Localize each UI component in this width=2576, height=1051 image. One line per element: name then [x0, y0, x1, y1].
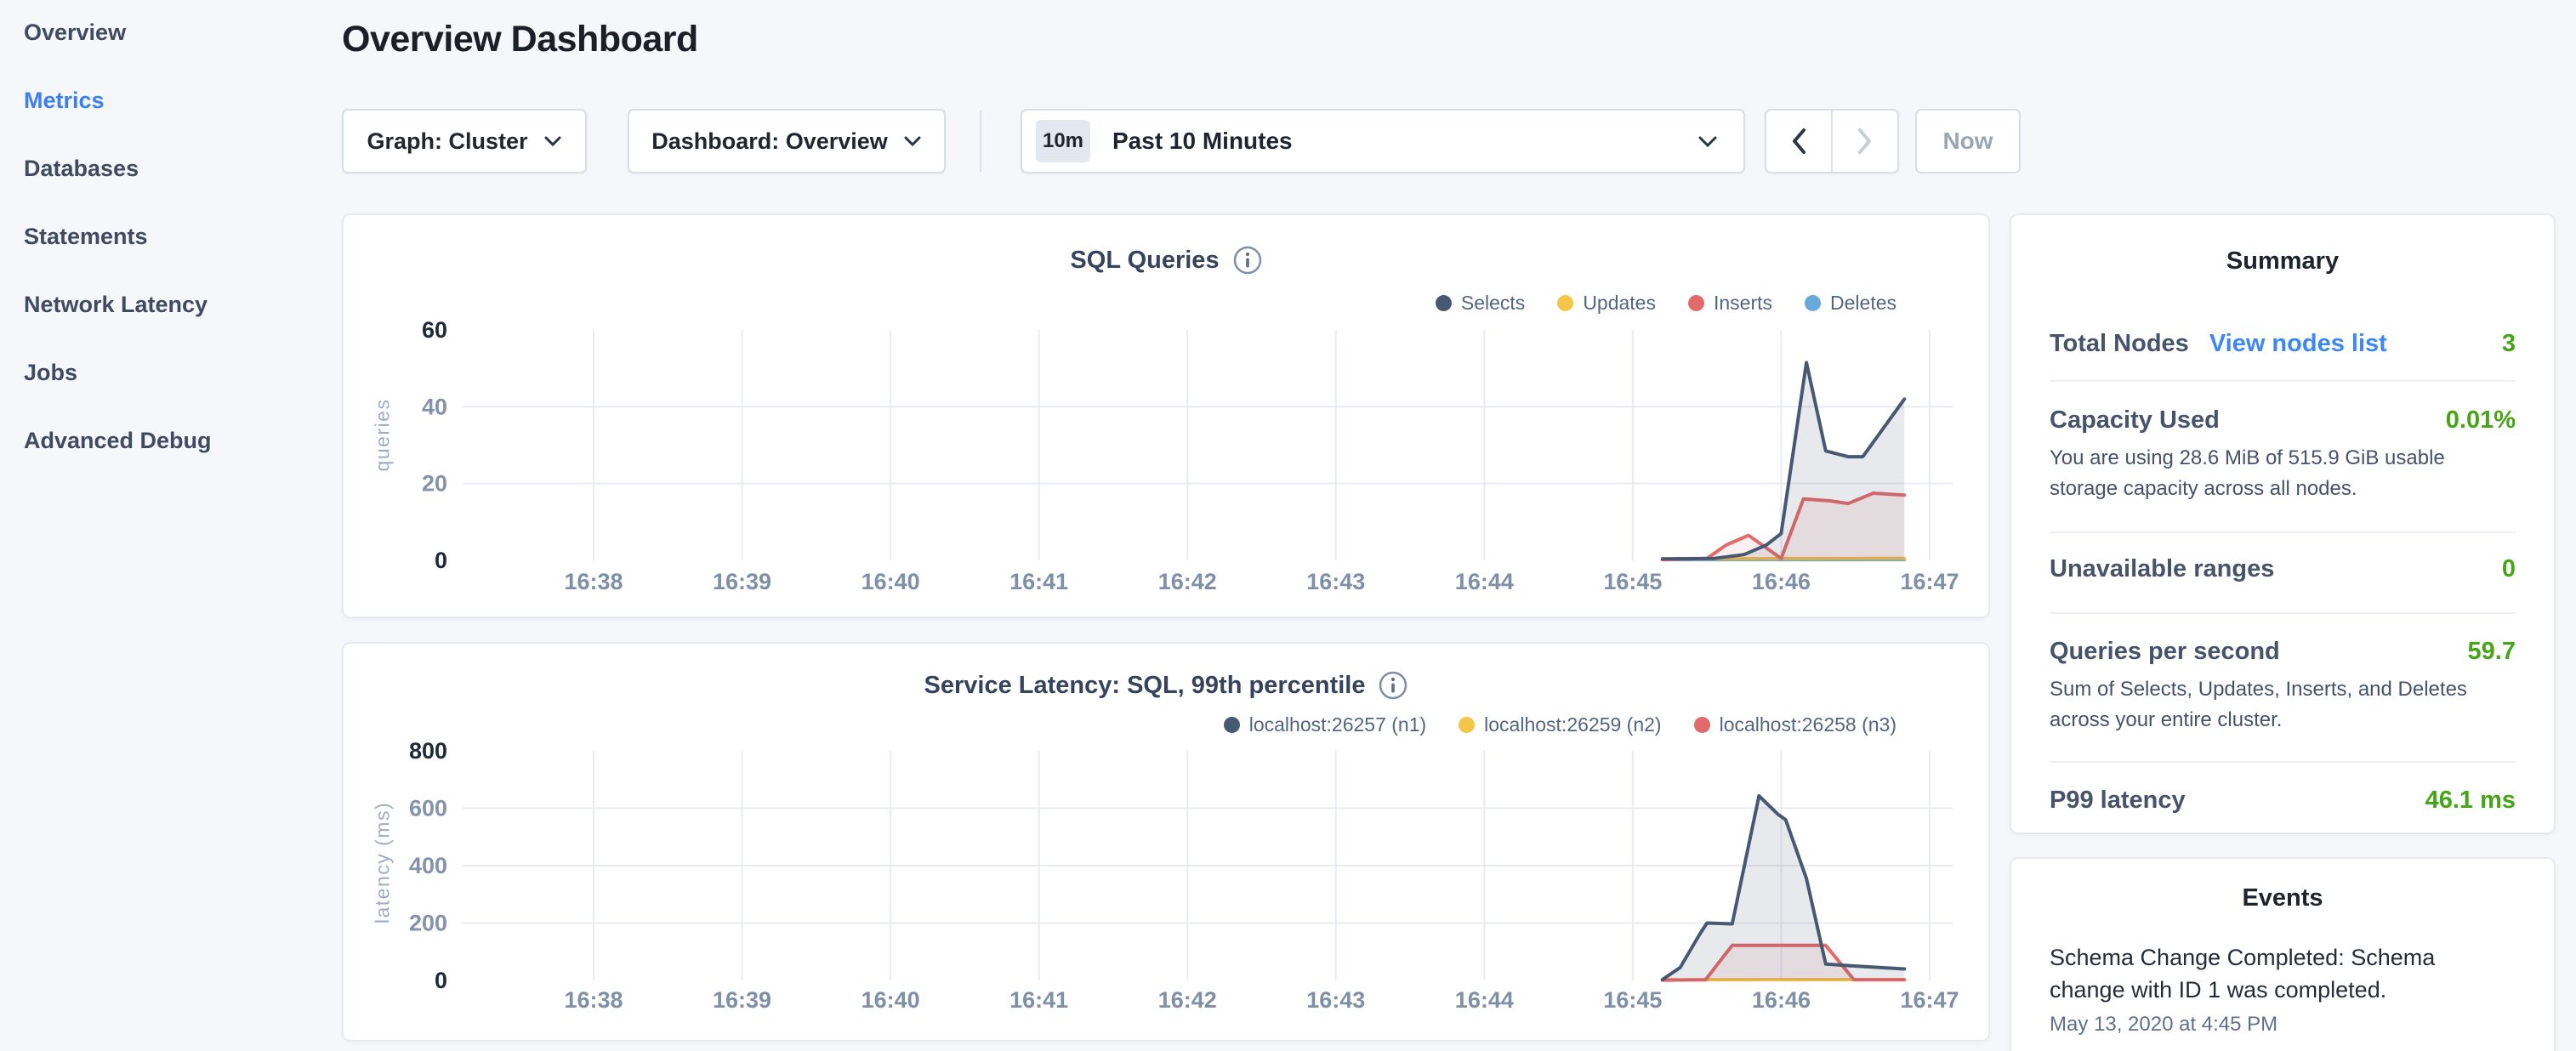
svg-text:16:44: 16:44 [1455, 987, 1514, 1013]
svg-text:800: 800 [409, 738, 447, 764]
event-item: Schema Change Completed: Schema change w… [2011, 941, 2554, 1037]
summary-row-value: 46.1 ms [2425, 787, 2516, 815]
time-range-label: Past 10 Minutes [1112, 128, 1293, 155]
sidebar-item-metrics[interactable]: Metrics [24, 88, 340, 156]
svg-text:16:47: 16:47 [1900, 569, 1959, 594]
svg-text:16:41: 16:41 [1009, 987, 1068, 1013]
sidebar-item-advanced-debug[interactable]: Advanced Debug [24, 428, 340, 496]
summary-row-label: Total Nodes [2050, 330, 2189, 358]
sql-queries-chart-card: SQL Queries SelectsUpdatesInsertsDeletes… [342, 213, 1990, 618]
svg-text:16:46: 16:46 [1752, 987, 1811, 1013]
toolbar-divider [980, 111, 981, 172]
summary-row-qps: Queries per second 59.7 Sum of Selects, … [2050, 614, 2516, 763]
time-range-selector[interactable]: 10m Past 10 Minutes [1021, 109, 1745, 173]
svg-text:16:47: 16:47 [1900, 987, 1959, 1013]
svg-text:16:39: 16:39 [713, 987, 771, 1013]
chart-plot: 16:38 16:39 16:40 16:41 16:42 16:43 16:44 16:45… [344, 644, 1992, 1043]
svg-text:16:43: 16:43 [1306, 569, 1365, 594]
event-timestamp: May 13, 2020 at 4:45 PM [2050, 1013, 2516, 1037]
svg-text:0: 0 [435, 548, 447, 573]
summary-row-p99: P99 latency 46.1 ms [2050, 763, 2516, 815]
time-range-badge: 10m [1036, 120, 1090, 162]
sidebar-item-network-latency[interactable]: Network Latency [24, 292, 340, 360]
chart-plot: 16:38 16:39 16:40 16:41 16:42 16:43 16:44 16:45… [344, 215, 1992, 620]
event-text: Schema Change Completed: Schema change w… [2050, 941, 2516, 1006]
svg-text:16:42: 16:42 [1158, 569, 1217, 594]
svg-text:200: 200 [409, 911, 447, 936]
svg-text:16:46: 16:46 [1752, 569, 1811, 594]
sidebar-item-jobs[interactable]: Jobs [24, 360, 340, 428]
chevron-down-icon [543, 135, 562, 147]
service-latency-chart-card: Service Latency: SQL, 99th percentile lo… [342, 642, 1990, 1042]
summary-row-description: You are using 28.6 MiB of 515.9 GiB usab… [2050, 443, 2516, 504]
summary-row-unavailable-ranges: Unavailable ranges 0 [2050, 533, 2516, 614]
summary-row-value: 3 [2502, 330, 2516, 358]
svg-text:0: 0 [435, 968, 447, 993]
svg-text:40: 40 [422, 394, 447, 419]
sidebar-item-databases[interactable]: Databases [24, 156, 340, 224]
summary-row-total-nodes: Total Nodes View nodes list 3 [2050, 330, 2516, 382]
summary-row-label: Queries per second [2050, 638, 2280, 666]
svg-text:16:42: 16:42 [1158, 987, 1217, 1013]
prev-range-button[interactable] [1766, 111, 1833, 172]
dashboard-dropdown[interactable]: Dashboard: Overview [628, 109, 946, 173]
summary-row-label: Capacity Used [2050, 406, 2220, 435]
graph-dropdown-label: Graph: Cluster [367, 128, 527, 155]
summary-panel: Summary Total Nodes View nodes list 3 Ca… [2010, 213, 2556, 834]
svg-text:16:44: 16:44 [1455, 569, 1514, 594]
svg-text:60: 60 [422, 317, 447, 343]
page-title: Overview Dashboard [342, 19, 698, 60]
sidebar-item-statements[interactable]: Statements [24, 224, 340, 292]
summary-row-value: 0 [2502, 555, 2516, 583]
svg-text:16:38: 16:38 [564, 987, 623, 1013]
svg-text:16:40: 16:40 [862, 569, 920, 594]
summary-title: Summary [2011, 247, 2554, 276]
chevron-down-icon [1697, 135, 1718, 148]
svg-text:16:45: 16:45 [1603, 569, 1662, 594]
sidebar-nav: OverviewMetricsDatabasesStatementsNetwor… [0, 0, 340, 496]
svg-text:16:39: 16:39 [713, 569, 771, 594]
sidebar-item-overview[interactable]: Overview [24, 20, 340, 88]
time-step-buttons [1765, 109, 1899, 173]
chevron-down-icon [903, 135, 922, 147]
svg-text:16:43: 16:43 [1306, 987, 1365, 1013]
svg-text:20: 20 [422, 471, 447, 497]
svg-text:400: 400 [409, 853, 447, 878]
summary-row-value: 59.7 [2468, 638, 2516, 666]
svg-text:16:41: 16:41 [1009, 569, 1068, 594]
dashboard-dropdown-label: Dashboard: Overview [651, 128, 888, 155]
graph-dropdown[interactable]: Graph: Cluster [342, 109, 587, 173]
svg-text:16:45: 16:45 [1603, 987, 1662, 1013]
now-button[interactable]: Now [1915, 109, 2021, 173]
svg-text:16:38: 16:38 [564, 569, 623, 594]
events-title: Events [2011, 884, 2554, 912]
next-range-button[interactable] [1833, 111, 1897, 172]
events-panel: Events Schema Change Completed: Schema c… [2010, 857, 2556, 1051]
summary-row-capacity: Capacity Used 0.01% You are using 28.6 M… [2050, 382, 2516, 533]
summary-row-value: 0.01% [2446, 406, 2516, 435]
view-nodes-list-link[interactable]: View nodes list [2209, 330, 2387, 358]
svg-text:600: 600 [409, 796, 447, 821]
summary-row-description: Sum of Selects, Updates, Inserts, and De… [2050, 674, 2516, 736]
svg-text:16:40: 16:40 [862, 987, 920, 1013]
summary-row-label: P99 latency [2050, 787, 2186, 815]
summary-row-label: Unavailable ranges [2050, 555, 2274, 583]
